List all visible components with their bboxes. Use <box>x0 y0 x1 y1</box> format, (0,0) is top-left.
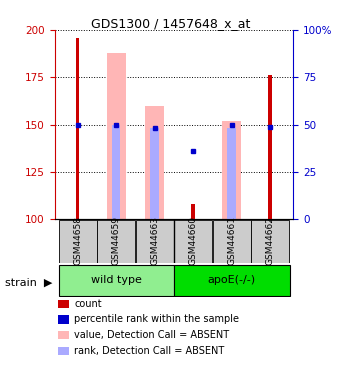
Text: rank, Detection Call = ABSENT: rank, Detection Call = ABSENT <box>74 346 225 356</box>
FancyBboxPatch shape <box>174 220 212 263</box>
Bar <box>106 53 126 219</box>
Text: GSM44659: GSM44659 <box>112 216 121 265</box>
FancyBboxPatch shape <box>59 265 174 296</box>
FancyBboxPatch shape <box>212 220 251 263</box>
Text: apoE(-/-): apoE(-/-) <box>208 275 256 285</box>
Bar <box>112 124 120 219</box>
FancyBboxPatch shape <box>59 220 97 263</box>
Bar <box>76 38 79 219</box>
FancyBboxPatch shape <box>97 220 135 263</box>
Text: GSM44662: GSM44662 <box>266 216 275 265</box>
Bar <box>227 129 236 219</box>
Text: value, Detection Call = ABSENT: value, Detection Call = ABSENT <box>74 330 229 340</box>
Text: GSM44661: GSM44661 <box>227 216 236 265</box>
Text: GSM44660: GSM44660 <box>189 216 198 265</box>
Bar <box>191 204 195 219</box>
Text: GDS1300 / 1457648_x_at: GDS1300 / 1457648_x_at <box>91 17 250 30</box>
Text: wild type: wild type <box>91 275 142 285</box>
FancyBboxPatch shape <box>251 220 289 263</box>
Text: GSM44658: GSM44658 <box>73 216 82 265</box>
Bar <box>150 129 159 219</box>
Text: GSM44663: GSM44663 <box>150 216 159 265</box>
Bar <box>222 121 241 219</box>
Bar <box>145 106 164 219</box>
Text: percentile rank within the sample: percentile rank within the sample <box>74 315 239 324</box>
Bar <box>268 75 272 219</box>
Text: strain  ▶: strain ▶ <box>5 278 53 288</box>
FancyBboxPatch shape <box>136 220 174 263</box>
Text: count: count <box>74 299 102 309</box>
FancyBboxPatch shape <box>174 265 290 296</box>
